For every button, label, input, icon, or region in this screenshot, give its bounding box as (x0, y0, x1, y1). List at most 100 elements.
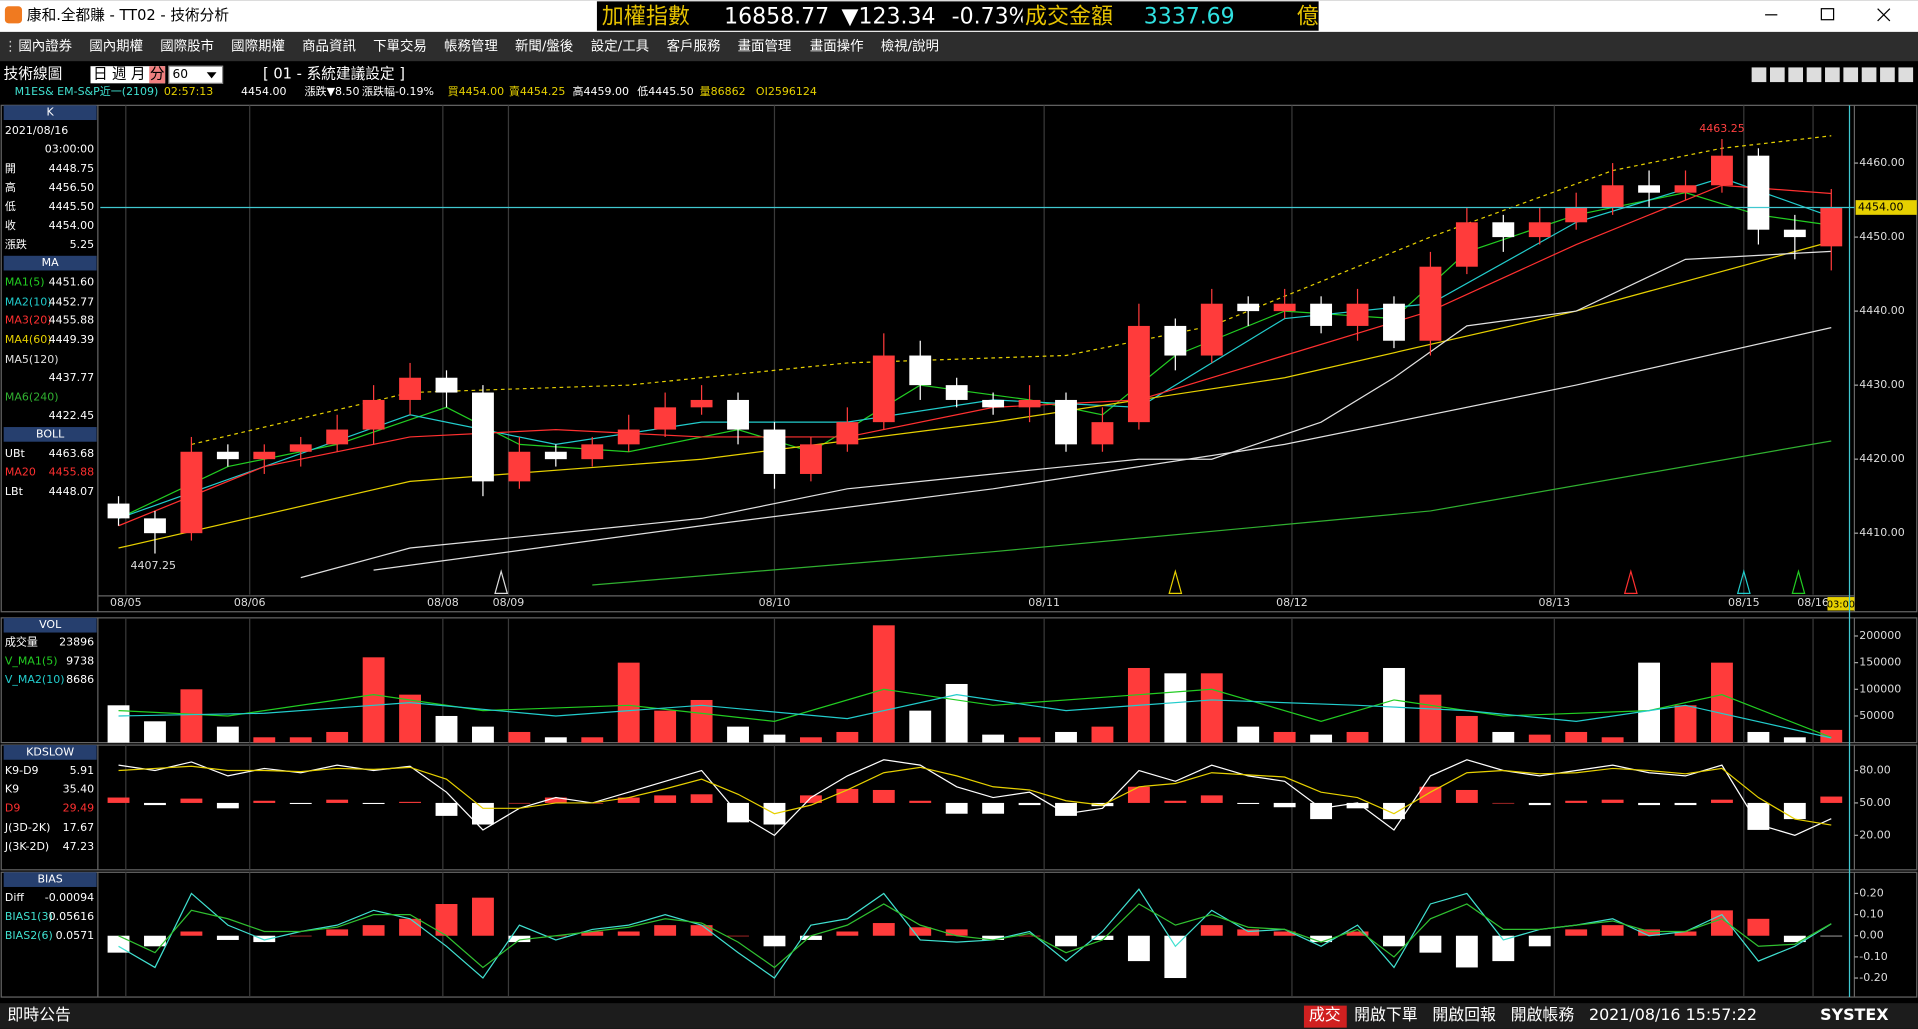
indicator-name: LBt (5, 485, 24, 498)
menu-item[interactable]: 商品資訊 (302, 39, 356, 55)
candle-body (1674, 185, 1697, 193)
indicator-bar (216, 726, 239, 743)
menu-item[interactable]: 設定/工具 (591, 39, 649, 55)
menu-item[interactable]: 新聞/盤後 (515, 39, 574, 55)
indicator-value: 17.67 (63, 821, 95, 834)
indicator-bar (1638, 662, 1661, 743)
indicator-bar (253, 800, 276, 803)
indicator-bar (1018, 737, 1041, 743)
tool-icon[interactable] (1751, 67, 1767, 83)
indicator-bar (508, 731, 531, 743)
candle-body (544, 451, 567, 460)
ticker-item: ▼123.34 (842, 4, 936, 29)
quote-field: 漲跌▼8.50 (305, 84, 360, 98)
indicator-bar (1383, 802, 1405, 820)
indicator-bar (1164, 800, 1187, 803)
status-button[interactable]: 開啟回報 (1432, 1005, 1496, 1024)
candle-body (107, 503, 130, 519)
status-button[interactable]: 開啟帳務 (1511, 1005, 1575, 1024)
tool-icon[interactable] (1788, 67, 1804, 83)
chart-toolbar-icons[interactable] (1751, 67, 1914, 83)
candle-body (617, 429, 640, 445)
status-button[interactable]: 成交 (1309, 1005, 1341, 1024)
indicator-value: 35.40 (63, 783, 95, 796)
period-option[interactable]: 週 (112, 66, 127, 83)
indicator-bar (435, 904, 458, 936)
section-header-label: BIAS (37, 873, 62, 886)
candle-body (727, 399, 749, 430)
indicator-value: 4437.77 (49, 371, 95, 384)
signal-marker (494, 569, 509, 595)
period-option[interactable]: 月 (131, 66, 146, 83)
tool-icon[interactable] (1769, 67, 1785, 83)
menu-item[interactable]: 檢視/說明 (881, 38, 939, 55)
quote-symbol: M1ES& EM-S&P近一(2109) (15, 85, 159, 98)
menu-item[interactable]: 下單交易 (373, 38, 427, 55)
candle-body (872, 355, 895, 423)
indicator-bar (872, 923, 895, 936)
trade-button-bg[interactable] (1303, 1005, 1347, 1028)
interval-select[interactable] (168, 65, 224, 84)
y-tick-label: 50.00 (1859, 796, 1891, 809)
menu-item[interactable]: 客戶服務 (667, 38, 721, 55)
tool-icon[interactable] (1806, 67, 1822, 83)
y-tick-label: 4450.00 (1859, 230, 1905, 243)
candle-body (1200, 303, 1223, 356)
period-selector[interactable] (90, 66, 166, 84)
indicator-line (300, 250, 1832, 579)
indicator-bar (144, 721, 166, 743)
indicator-bar (216, 935, 239, 940)
indicator-bar (763, 734, 786, 743)
indicator-bar (399, 694, 421, 743)
indicator-bar (1237, 802, 1260, 805)
period-option[interactable]: 日 (93, 66, 108, 83)
indicator-bar (472, 726, 494, 743)
menu-item[interactable]: 國內期權 (89, 39, 143, 55)
tool-icon[interactable] (1880, 67, 1895, 83)
y-tick-label: -0.10 (1859, 950, 1887, 963)
tool-icon[interactable] (1825, 67, 1840, 83)
ticker-item: 億 (1297, 4, 1319, 29)
tool-icon[interactable] (1861, 67, 1877, 83)
setting-label: [ 01 - 系統建議設定 ] (263, 65, 405, 83)
close-button[interactable] (1877, 8, 1891, 22)
indicator-value: 8686 (66, 673, 94, 686)
app-icon (4, 6, 23, 24)
tool-icon[interactable] (1843, 67, 1859, 83)
y-tick-label: 0.00 (1859, 929, 1884, 942)
indicator-bar (1492, 802, 1515, 804)
candle-body (362, 399, 385, 430)
indicator-name: 漲跌 (5, 237, 27, 251)
indicator-name: Diff (5, 891, 25, 904)
indicator-bar (1018, 935, 1041, 937)
ticker-item: 加權指數 (602, 4, 690, 29)
indicator-bar (909, 927, 932, 936)
indicator-bar (1783, 737, 1806, 743)
menu-item[interactable]: 畫面操作 (810, 39, 864, 55)
panel-frame (0, 744, 1918, 871)
quote-field: 漲跌幅-0.19% (362, 84, 434, 98)
indicator-bar (435, 802, 458, 816)
menu-item[interactable]: 國際股市 (160, 38, 214, 55)
indicator-bar (1273, 802, 1296, 808)
restore-button[interactable] (1820, 8, 1835, 21)
tool-icon[interactable] (1898, 67, 1914, 83)
menu-item[interactable]: 畫面管理 (738, 39, 792, 55)
x-tick-label: 08/16 (1797, 596, 1829, 609)
window-controls[interactable] (1765, 8, 1891, 22)
signal-marker (1791, 569, 1806, 595)
indicator-bar (1346, 802, 1369, 809)
indicator-value: 4448.75 (49, 162, 95, 175)
indicator-bar (508, 802, 531, 804)
candle-body (1018, 399, 1041, 408)
status-button[interactable]: 開啟下單 (1354, 1005, 1418, 1024)
y-tick-label: 0.10 (1859, 908, 1884, 921)
period-option[interactable]: 分 (150, 66, 165, 83)
indicator-bar (1164, 935, 1187, 979)
menu-item[interactable]: 帳務管理 (444, 39, 498, 55)
indicator-bar (435, 715, 458, 743)
candle-body (180, 451, 203, 534)
menu-item[interactable]: 國內證券 (18, 38, 72, 55)
menu-item[interactable]: 國際期權 (231, 39, 285, 55)
